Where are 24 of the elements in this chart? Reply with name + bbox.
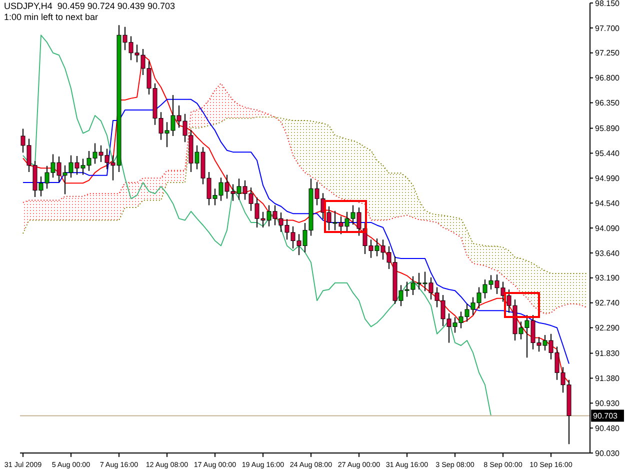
y-tick-label: 90.930: [595, 398, 620, 408]
y-tick-label: 91.380: [595, 374, 620, 384]
y-tick-label: 91.830: [595, 349, 620, 358]
y-tick-label: 97.700: [595, 24, 620, 33]
y-tick-label: 94.990: [595, 174, 620, 183]
y-tick-label: 95.440: [595, 149, 620, 158]
chart-title: USDJPY,H4 90.459 90.724 90.439 90.703: [4, 1, 175, 12]
y-tick-label: 90.030: [595, 448, 620, 458]
text: 1:00 min left to next bar: [4, 12, 100, 23]
y-tick-label: 94.540: [595, 198, 620, 208]
line-series: [22, 98, 570, 364]
y-tick-label: 93.190: [595, 274, 620, 283]
y-tick-label: 93.640: [595, 248, 620, 258]
ref-line-label: 90.703: [593, 412, 618, 421]
y-tick-label: 98.150: [595, 0, 620, 8]
y-tick-label: 90.480: [595, 424, 620, 433]
y-tick-label: 97.250: [595, 48, 620, 58]
y-tick-label: 96.800: [595, 74, 620, 83]
line-series: [22, 34, 492, 416]
y-tick-label: 95.890: [595, 124, 620, 134]
y-tick-label: 96.350: [595, 98, 620, 108]
y-tick-label: 94.090: [595, 224, 620, 233]
y-tick-label: 92.290: [595, 324, 620, 333]
y-tick-label: 92.740: [595, 298, 620, 308]
